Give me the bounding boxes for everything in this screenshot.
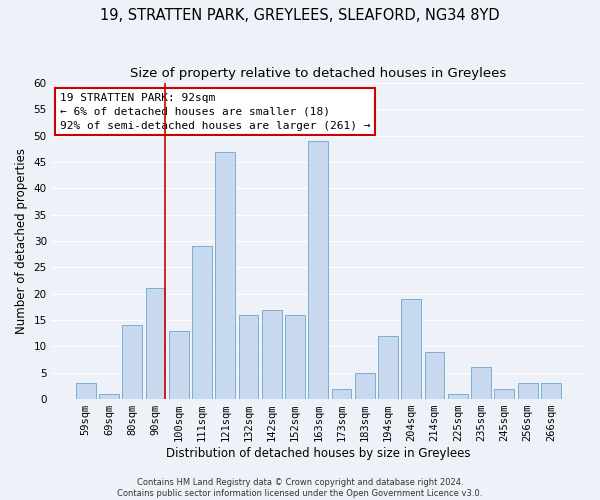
Bar [146, 288, 166, 399]
Bar [448, 394, 468, 399]
Bar [518, 384, 538, 399]
X-axis label: Distribution of detached houses by size in Greylees: Distribution of detached houses by size … [166, 447, 470, 460]
Bar [122, 326, 142, 399]
Text: 19 STRATTEN PARK: 92sqm
← 6% of detached houses are smaller (18)
92% of semi-det: 19 STRATTEN PARK: 92sqm ← 6% of detached… [59, 92, 370, 130]
Bar [308, 141, 328, 399]
Title: Size of property relative to detached houses in Greylees: Size of property relative to detached ho… [130, 68, 506, 80]
Text: 19, STRATTEN PARK, GREYLEES, SLEAFORD, NG34 8YD: 19, STRATTEN PARK, GREYLEES, SLEAFORD, N… [100, 8, 500, 22]
Bar [215, 152, 235, 399]
Bar [494, 388, 514, 399]
Bar [169, 330, 188, 399]
Text: Contains HM Land Registry data © Crown copyright and database right 2024.
Contai: Contains HM Land Registry data © Crown c… [118, 478, 482, 498]
Bar [76, 384, 95, 399]
Bar [355, 372, 375, 399]
Bar [471, 368, 491, 399]
Bar [285, 315, 305, 399]
Bar [378, 336, 398, 399]
Bar [332, 388, 352, 399]
Bar [99, 394, 119, 399]
Bar [239, 315, 259, 399]
Bar [262, 310, 282, 399]
Bar [401, 299, 421, 399]
Y-axis label: Number of detached properties: Number of detached properties [15, 148, 28, 334]
Bar [192, 246, 212, 399]
Bar [541, 384, 561, 399]
Bar [425, 352, 445, 399]
